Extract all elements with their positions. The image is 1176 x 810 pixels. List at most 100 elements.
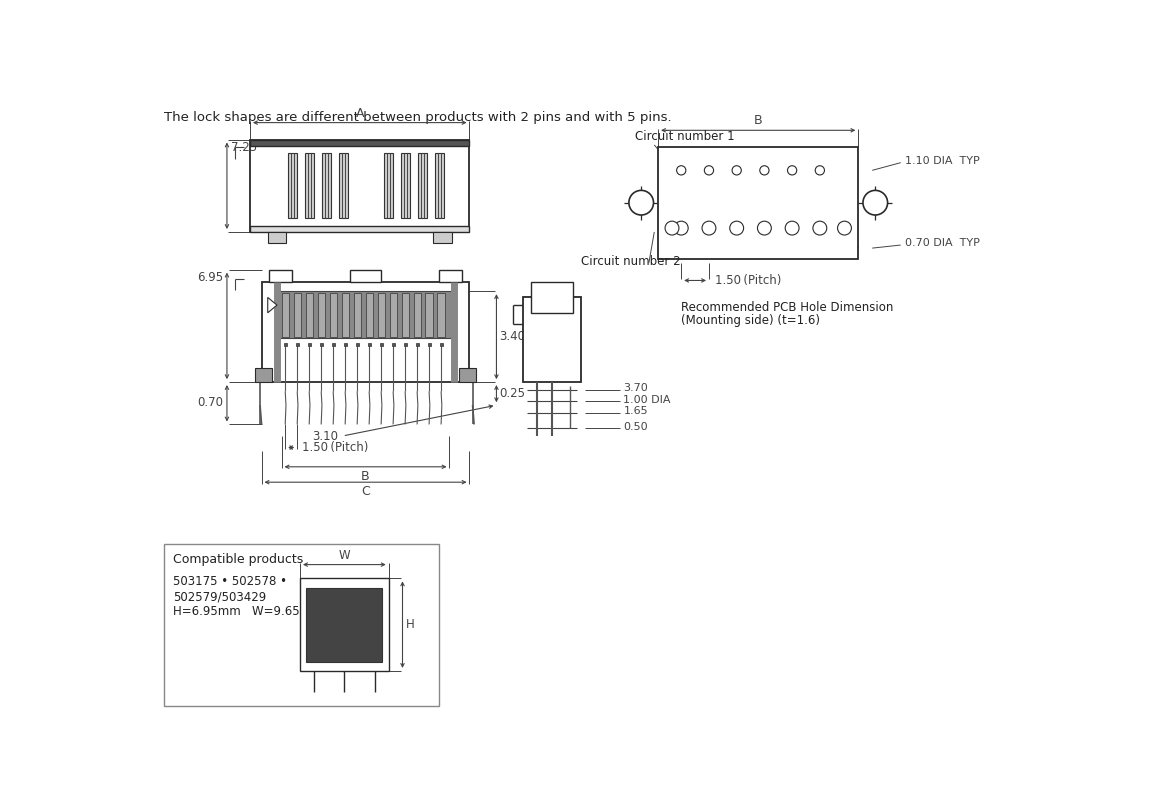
Bar <box>355 343 359 346</box>
Text: C: C <box>361 485 370 498</box>
Bar <box>163 544 439 706</box>
Bar <box>341 292 349 337</box>
Text: B: B <box>361 470 370 483</box>
Bar <box>268 232 286 243</box>
Bar <box>435 153 445 218</box>
Circle shape <box>786 221 799 235</box>
Bar <box>377 292 386 337</box>
Bar <box>523 297 581 382</box>
Bar <box>343 343 347 346</box>
Text: 0.50: 0.50 <box>623 422 648 432</box>
Bar <box>295 343 299 346</box>
Circle shape <box>730 221 743 235</box>
Text: H=6.95mm   W=9.65mm: H=6.95mm W=9.65mm <box>173 605 322 618</box>
Text: 1.65: 1.65 <box>623 407 648 416</box>
Circle shape <box>731 166 741 175</box>
Bar <box>426 292 433 337</box>
Bar <box>320 343 322 346</box>
Circle shape <box>666 221 679 235</box>
Bar <box>439 270 462 282</box>
Bar <box>261 282 469 382</box>
Text: 3.40: 3.40 <box>500 330 526 343</box>
Bar <box>459 369 475 382</box>
Text: Circuit number 2: Circuit number 2 <box>581 255 681 268</box>
Text: (Mounting side) (t=1.6): (Mounting side) (t=1.6) <box>681 314 820 327</box>
Text: 502579/503429: 502579/503429 <box>173 590 266 603</box>
Bar <box>332 343 335 346</box>
Circle shape <box>815 166 824 175</box>
Text: W: W <box>339 548 350 561</box>
Text: The lock shapes are different between products with 2 pins and with 5 pins.: The lock shapes are different between pr… <box>163 111 671 124</box>
Bar <box>250 139 469 232</box>
Circle shape <box>674 221 688 235</box>
Bar <box>440 343 442 346</box>
Circle shape <box>863 190 888 215</box>
Bar <box>532 282 574 313</box>
Text: 6.95: 6.95 <box>196 271 223 284</box>
Circle shape <box>676 166 686 175</box>
Bar <box>269 270 293 282</box>
Bar <box>305 153 314 218</box>
Bar <box>308 343 310 346</box>
Text: 0.25: 0.25 <box>500 387 526 400</box>
Bar <box>306 292 313 337</box>
Bar <box>288 153 298 218</box>
Text: 3.70: 3.70 <box>623 383 648 394</box>
Circle shape <box>757 221 771 235</box>
Bar <box>433 232 452 243</box>
Bar <box>437 292 446 337</box>
Text: 1.50 (Pitch): 1.50 (Pitch) <box>302 441 368 454</box>
Text: 3.10: 3.10 <box>313 429 339 442</box>
Bar <box>250 139 469 146</box>
Bar <box>415 343 419 346</box>
Text: 1.10 DIA  TYP: 1.10 DIA TYP <box>904 156 980 166</box>
Text: A: A <box>355 107 365 120</box>
Polygon shape <box>268 297 278 313</box>
Circle shape <box>813 221 827 235</box>
Circle shape <box>837 221 851 235</box>
Text: 0.70: 0.70 <box>198 396 223 409</box>
Bar <box>350 270 381 282</box>
Bar <box>428 343 430 346</box>
Circle shape <box>788 166 797 175</box>
Bar <box>294 292 301 337</box>
Bar <box>414 292 421 337</box>
Bar <box>366 292 373 337</box>
Text: 1.00 DIA: 1.00 DIA <box>623 394 671 405</box>
Bar <box>403 343 407 346</box>
Bar <box>417 153 427 218</box>
Text: 503175 • 502578 •: 503175 • 502578 • <box>173 574 287 587</box>
Text: 7.25: 7.25 <box>230 141 256 154</box>
Text: 1.50 (Pitch): 1.50 (Pitch) <box>715 274 782 287</box>
Text: H: H <box>406 618 414 631</box>
Bar <box>354 292 361 337</box>
Text: 0.70 DIA  TYP: 0.70 DIA TYP <box>904 238 980 249</box>
Bar <box>250 226 469 232</box>
Bar <box>318 292 326 337</box>
Circle shape <box>702 221 716 235</box>
Bar <box>389 292 397 337</box>
Bar <box>306 588 382 662</box>
Text: Circuit number 1: Circuit number 1 <box>635 130 735 143</box>
Text: Compatible products: Compatible products <box>173 553 303 566</box>
Bar <box>281 292 289 337</box>
Circle shape <box>629 190 654 215</box>
Bar <box>255 369 273 382</box>
Bar <box>300 578 388 671</box>
Bar <box>329 292 338 337</box>
Text: Recommended PCB Hole Dimension: Recommended PCB Hole Dimension <box>681 301 894 314</box>
Bar <box>401 153 410 218</box>
Circle shape <box>704 166 714 175</box>
Bar <box>659 147 858 259</box>
Bar <box>385 153 393 218</box>
Bar <box>401 292 409 337</box>
Bar <box>392 343 395 346</box>
Circle shape <box>760 166 769 175</box>
Bar <box>380 343 382 346</box>
Text: B: B <box>754 114 762 127</box>
Bar <box>339 153 348 218</box>
Bar <box>322 153 330 218</box>
Bar <box>279 292 453 339</box>
Bar <box>283 343 287 346</box>
Bar <box>368 343 370 346</box>
